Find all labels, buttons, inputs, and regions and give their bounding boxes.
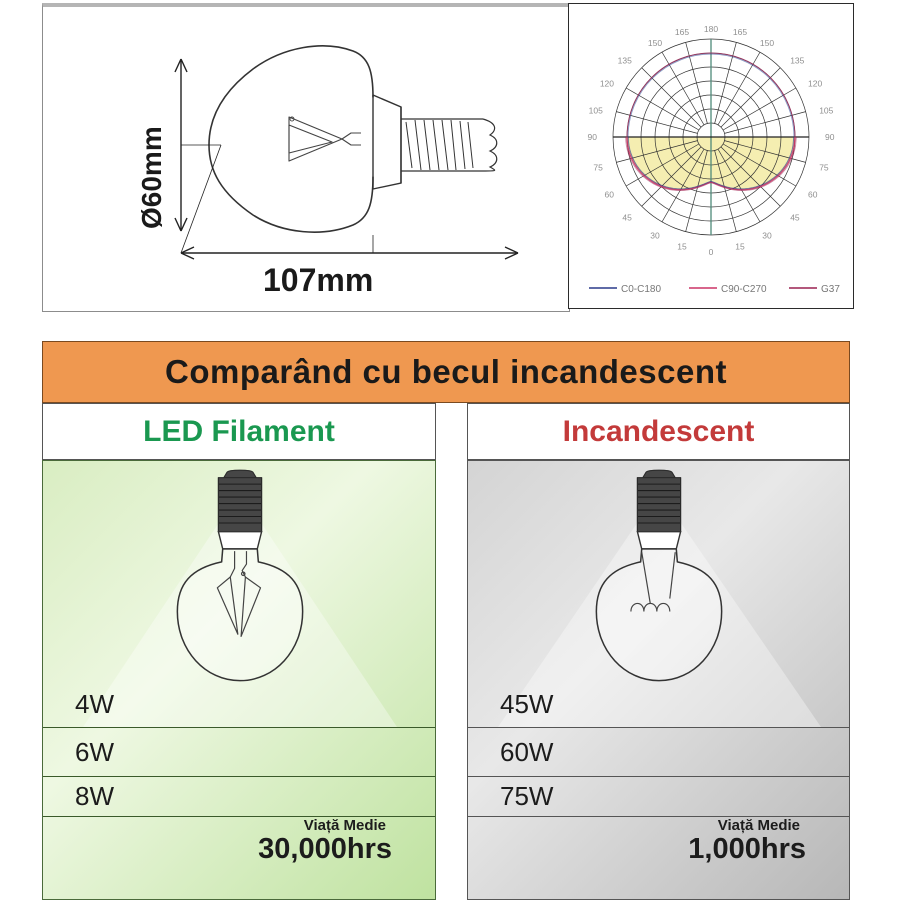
svg-text:30: 30 — [650, 231, 660, 241]
svg-text:120: 120 — [808, 79, 822, 89]
svg-text:75: 75 — [819, 163, 829, 173]
svg-text:75: 75 — [593, 163, 603, 173]
svg-text:165: 165 — [733, 27, 747, 37]
svg-text:135: 135 — [790, 56, 804, 66]
svg-text:135: 135 — [618, 56, 632, 66]
svg-text:165: 165 — [675, 27, 689, 37]
svg-text:30: 30 — [762, 231, 772, 241]
svg-text:45: 45 — [790, 213, 800, 223]
svg-text:150: 150 — [760, 38, 774, 48]
svg-text:45: 45 — [622, 213, 632, 223]
svg-text:15: 15 — [677, 242, 687, 252]
svg-text:Ø60mm: Ø60mm — [136, 126, 167, 229]
svg-text:180: 180 — [704, 24, 718, 34]
svg-text:0: 0 — [709, 247, 714, 257]
svg-text:90: 90 — [825, 132, 835, 142]
svg-text:60: 60 — [808, 190, 818, 200]
svg-text:105: 105 — [819, 106, 833, 116]
svg-text:15: 15 — [735, 242, 745, 252]
svg-text:150: 150 — [648, 38, 662, 48]
svg-text:120: 120 — [600, 79, 614, 89]
svg-text:107mm: 107mm — [263, 262, 373, 298]
svg-text:60: 60 — [605, 190, 615, 200]
svg-text:G37: G37 — [821, 284, 840, 295]
svg-text:C0-C180: C0-C180 — [621, 284, 661, 295]
svg-text:105: 105 — [589, 106, 603, 116]
svg-text:90: 90 — [588, 132, 598, 142]
svg-text:C90-C270: C90-C270 — [721, 284, 767, 295]
